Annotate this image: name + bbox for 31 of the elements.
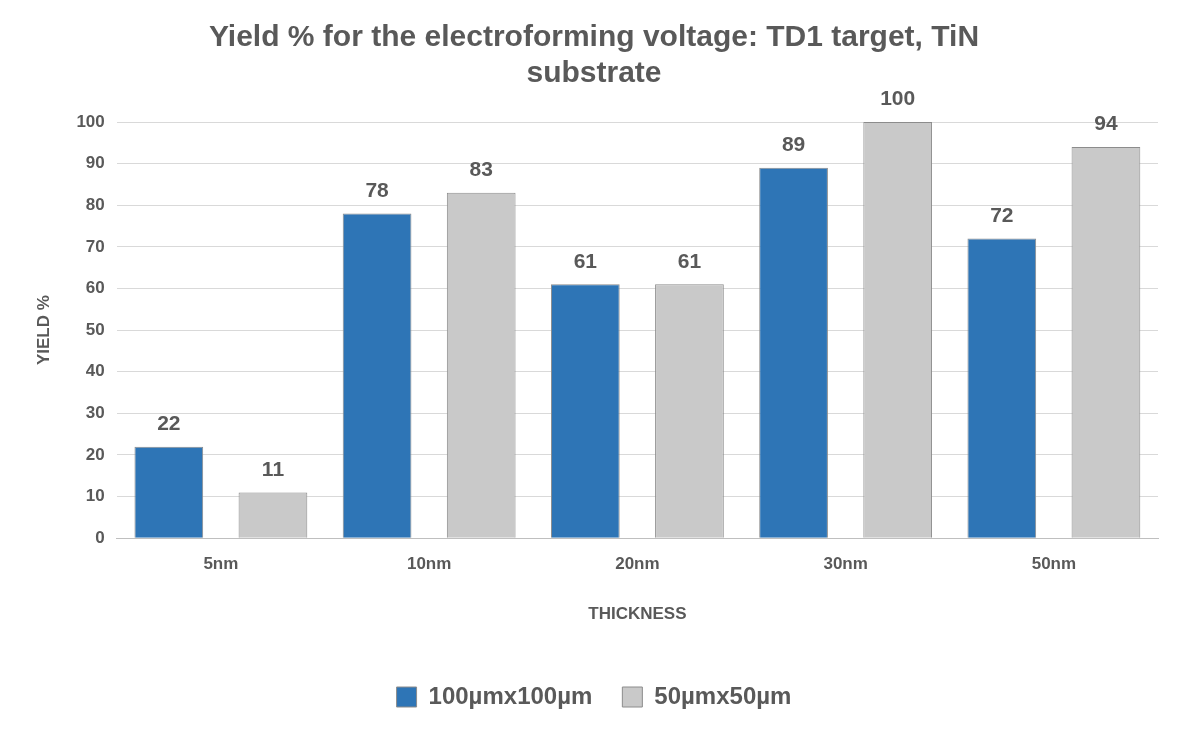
y-tick-label: 100 xyxy=(76,111,105,131)
data-label: 94 xyxy=(1094,111,1118,135)
legend-label: 100µmx100µm xyxy=(428,681,593,709)
legend-label: 50µmx50µm xyxy=(654,681,792,709)
x-tick-label: 5nm xyxy=(203,554,239,574)
x-axis-title: THICKNESS xyxy=(588,604,687,624)
data-label: 61 xyxy=(573,248,598,272)
y-tick-label: 40 xyxy=(85,361,105,381)
x-tick-label: 10nm xyxy=(406,554,452,574)
y-tick-label: 70 xyxy=(85,236,105,256)
y-tick-label: 0 xyxy=(95,527,105,547)
chart-title: Yield % for the electroforming voltage: TD1 target, TiN substrate xyxy=(208,19,980,89)
data-label: 72 xyxy=(990,202,1014,226)
y-tick-label: 10 xyxy=(85,486,105,506)
data-label: 89 xyxy=(781,132,806,156)
data-label: 11 xyxy=(261,456,285,480)
y-tick-label: 80 xyxy=(85,194,105,214)
y-tick-label: 20 xyxy=(85,444,105,464)
x-tick-label: 50nm xyxy=(1031,554,1077,574)
y-tick-label: 60 xyxy=(85,278,105,298)
y-tick-label: 50 xyxy=(85,319,105,339)
y-axis-title: YIELD % xyxy=(33,295,53,366)
y-tick-label: 90 xyxy=(85,153,105,173)
x-tick-label: 20nm xyxy=(615,554,660,574)
data-label: 78 xyxy=(365,177,390,201)
data-label: 100 xyxy=(880,86,916,110)
y-tick-label: 30 xyxy=(85,403,105,423)
x-tick-label: 30nm xyxy=(823,554,868,574)
data-label: 61 xyxy=(677,248,702,272)
data-label: 83 xyxy=(469,157,493,181)
data-label: 22 xyxy=(157,410,181,434)
